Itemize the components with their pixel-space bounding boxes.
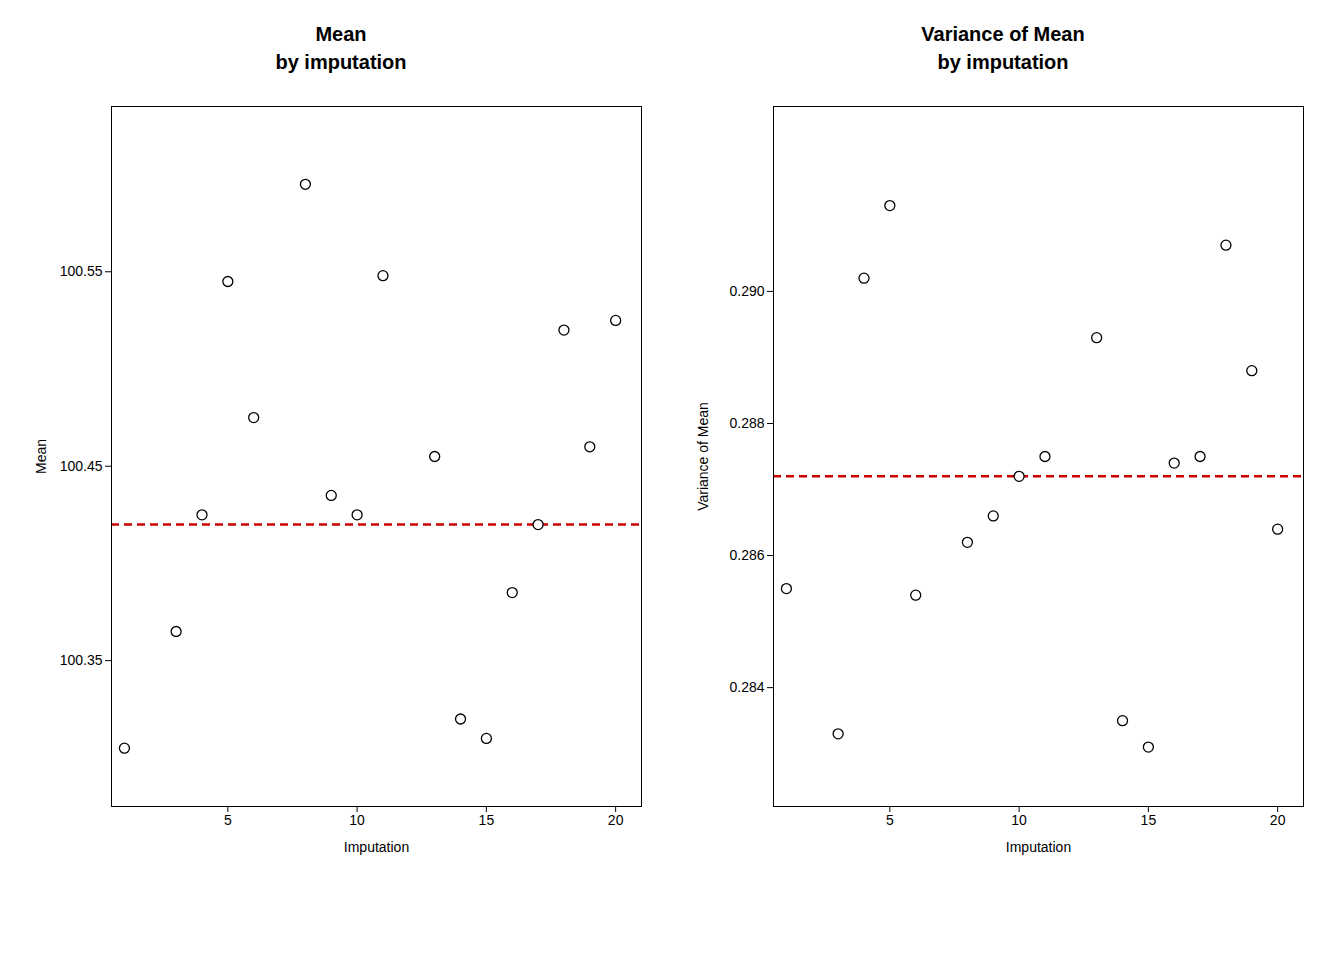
svg-text:5: 5 [224,812,232,828]
html-text:Variance of Mean by imputation: Variance of Mean by imputation [921,23,1085,73]
svg-text:100.55: 100.55 [60,263,103,279]
html-text:Mean by imputation: Mean by imputation [275,23,407,73]
svg-text:0.290: 0.290 [729,283,764,299]
svg-text:Variance of Mean: Variance of Mean [695,402,711,511]
svg-text:15: 15 [1141,812,1157,828]
svg-text:15: 15 [479,812,495,828]
svg-text:20: 20 [608,812,624,828]
svg-text:0.284: 0.284 [729,679,764,695]
svg-text:Mean: Mean [33,439,49,474]
svg-text:Imputation: Imputation [344,839,409,855]
svg-text:10: 10 [349,812,365,828]
svg-text:0.288: 0.288 [729,415,764,431]
svg-text:5: 5 [886,812,894,828]
svg-text:Imputation: Imputation [1006,839,1071,855]
svg-text:0.286: 0.286 [729,547,764,563]
svg-text:20: 20 [1270,812,1286,828]
svg-text:10: 10 [1011,812,1027,828]
svg-text:100.35: 100.35 [60,652,103,668]
svg-text:100.45: 100.45 [60,458,103,474]
